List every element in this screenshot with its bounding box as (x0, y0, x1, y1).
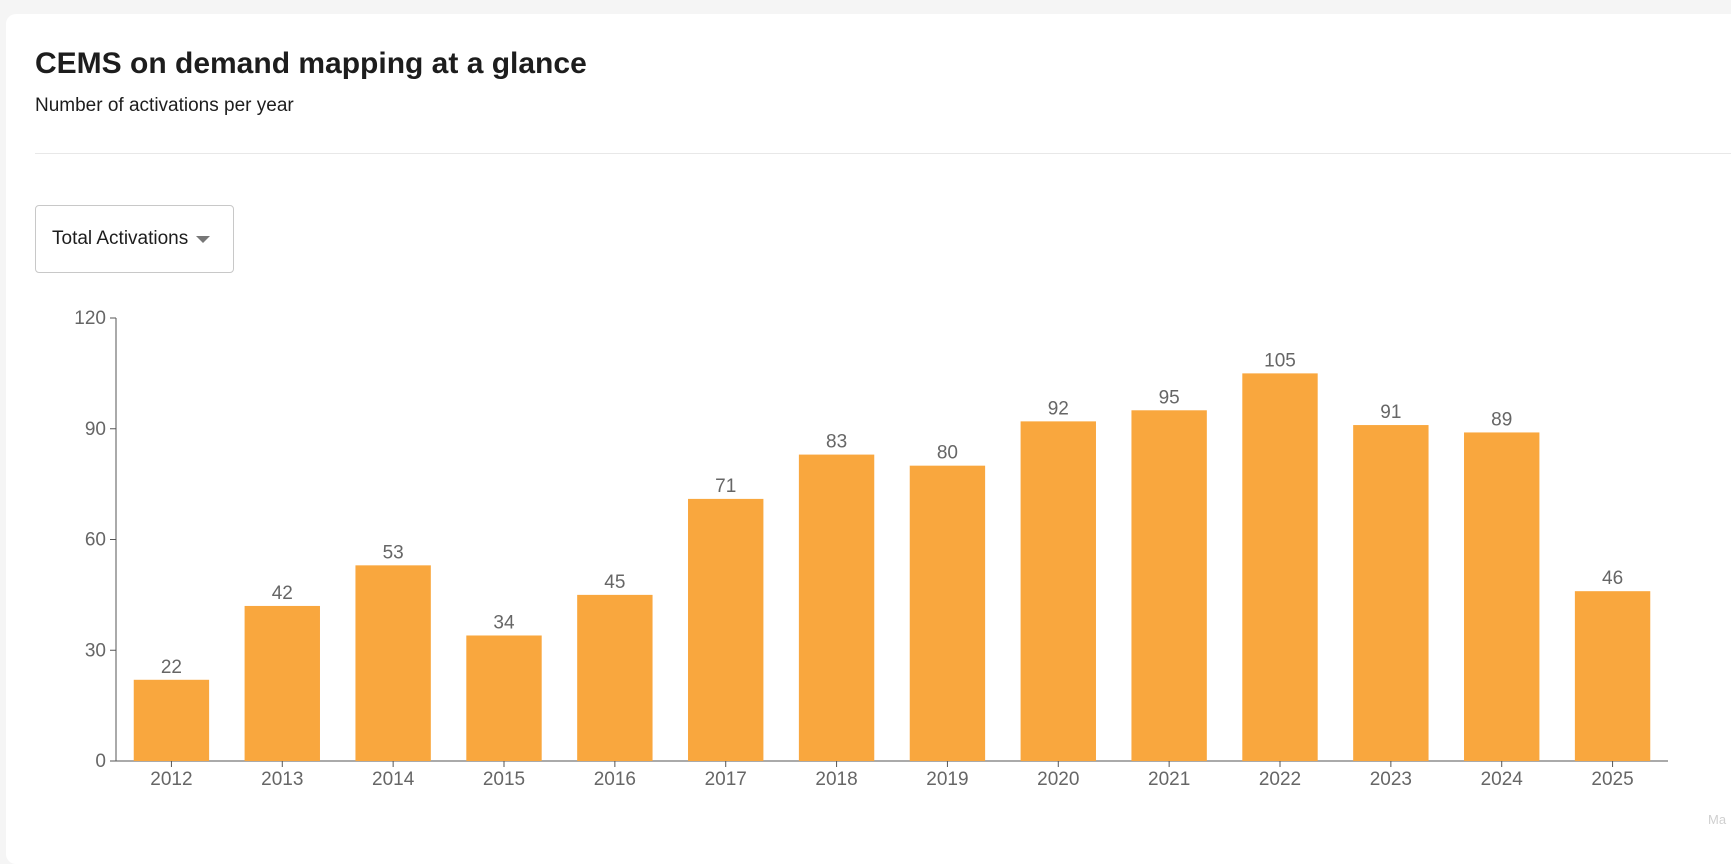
activations-bar-chart: 0 30 60 90 120 22 2012 42 2013 53 2014 34 2015 45 2016… (74, 308, 1668, 790)
bar-value-label: 80 (937, 443, 958, 464)
page-title: CEMS on demand mapping at a glance (35, 47, 587, 80)
x-tick-label: 2018 (815, 769, 857, 790)
caret-down-icon (196, 235, 211, 243)
page-subtitle: Number of activations per year (35, 95, 294, 116)
bar-value-label: 83 (826, 432, 847, 453)
metric-dropdown[interactable]: Total Activations (35, 205, 234, 273)
bar-value-label: 53 (383, 542, 404, 563)
bar-value-label: 22 (161, 657, 182, 678)
bar (688, 498, 764, 761)
bar-value-label: 95 (1159, 387, 1180, 408)
bar-value-label: 91 (1380, 402, 1401, 423)
bar (1464, 432, 1540, 761)
bar-value-label: 71 (715, 476, 736, 497)
x-tick-label: 2013 (261, 769, 303, 790)
bar-value-label: 42 (272, 583, 293, 604)
y-tick-label: 90 (85, 419, 106, 440)
x-tick-label: 2022 (1259, 769, 1301, 790)
x-tick-label: 2012 (150, 769, 192, 790)
bar-value-label: 45 (604, 572, 625, 593)
bar-value-label: 46 (1602, 568, 1623, 589)
bar (1131, 410, 1207, 761)
bar (1574, 591, 1651, 761)
bar (244, 605, 320, 761)
x-tick-label: 2014 (372, 769, 415, 790)
bar-value-label: 89 (1491, 409, 1512, 430)
x-tick-label: 2019 (926, 769, 968, 790)
bar (798, 454, 875, 761)
bar (355, 565, 431, 761)
metric-dropdown-label: Total Activations (52, 228, 189, 249)
bar (909, 465, 986, 761)
x-tick-label: 2021 (1148, 769, 1190, 790)
bar-value-label: 34 (493, 612, 515, 633)
x-tick-label: 2015 (483, 769, 525, 790)
bar (577, 594, 653, 761)
y-tick-label: 120 (74, 308, 106, 329)
bar-value-label: 92 (1048, 398, 1069, 419)
watermark-text: Ma (1708, 812, 1727, 827)
bar (133, 679, 210, 761)
bar (1020, 421, 1096, 761)
y-tick-label: 30 (85, 640, 106, 661)
x-tick-label: 2024 (1481, 769, 1524, 790)
y-tick-label: 0 (95, 751, 106, 772)
bar-value-label: 105 (1264, 350, 1296, 371)
x-tick-label: 2020 (1037, 769, 1079, 790)
x-tick-label: 2016 (594, 769, 636, 790)
y-tick-label: 60 (85, 530, 106, 551)
x-tick-label: 2025 (1591, 769, 1633, 790)
bar (1242, 373, 1318, 761)
x-tick-label: 2017 (705, 769, 747, 790)
bar (1353, 425, 1429, 761)
header-divider (35, 153, 1731, 154)
x-tick-label: 2023 (1370, 769, 1412, 790)
bar (466, 635, 542, 761)
